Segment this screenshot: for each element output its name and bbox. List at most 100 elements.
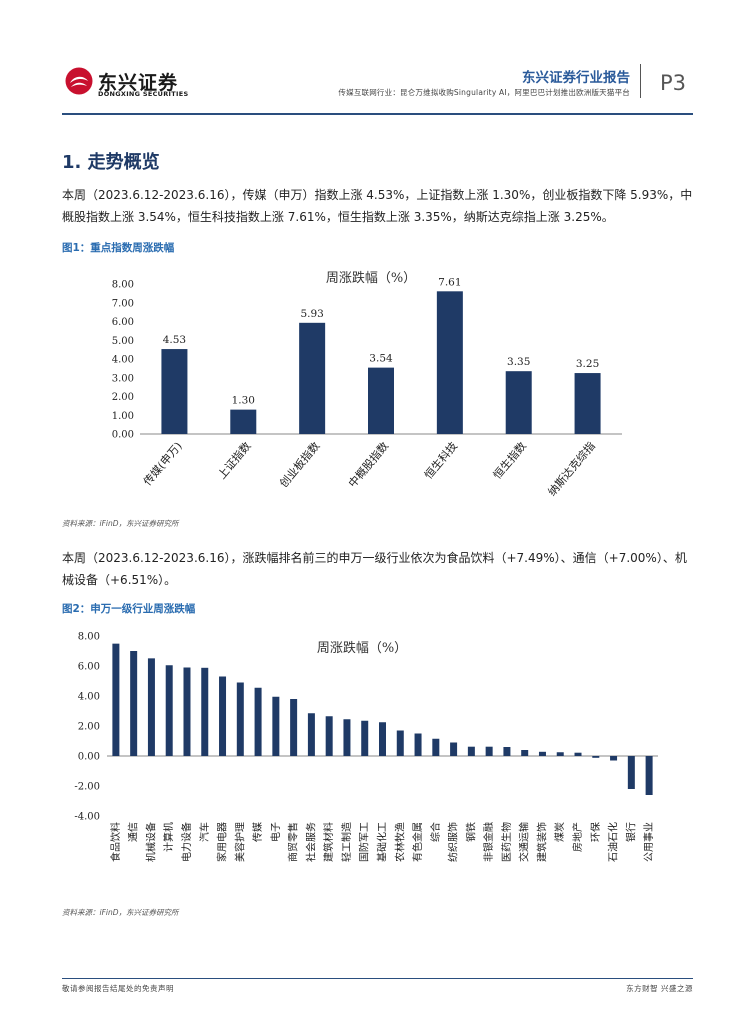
chart2-category-label: 综合 [429,822,442,842]
chart1-data-label: 1.30 [232,395,255,407]
chart2-bar [272,696,280,756]
chart2-bar [307,713,315,756]
chart2-category-label: 有色金属 [411,822,424,862]
chart2-bar [538,751,546,756]
chart2-category-label: 美容护理 [233,822,246,862]
chart2-ytick-label: -2.00 [74,782,100,793]
chart2-bar [467,746,475,756]
chart2-bar [627,756,635,789]
chart2-category-label: 轻工制造 [340,822,353,862]
figure1-caption: 图1：重点指数周涨跌幅 [62,242,175,254]
chart1-bar [574,373,601,434]
chart1-ytick-label: 0.00 [112,430,134,441]
figure1-source: 资料来源：iFinD，东兴证券研究所 [62,519,179,528]
chart2-bar [645,756,653,795]
footer-disclaimer: 敬请参阅报告结尾处的免责声明 [62,984,174,993]
chart1-category-label: 创业板指数 [276,439,322,490]
chart2-category-label: 石油石化 [607,822,620,862]
chart1-ytick-label: 8.00 [112,280,134,291]
chart2-bar [147,658,155,756]
chart1-data-label: 3.54 [369,353,393,365]
chart1-category-label: 上证指数 [215,439,254,482]
chart2-bar [130,651,138,756]
chart2-bar [556,752,564,756]
chart1-data-label: 7.61 [438,276,461,288]
chart2-bar [396,730,404,756]
chart1-category-label: 中概股指数 [345,439,391,490]
chart2-category-label: 社会服务 [304,822,317,862]
chart2-bar [361,720,369,756]
index-weekly-change-chart: 周涨跌幅（%） 0.00 1.00 2.00 3.00 4.00 5.00 6.00 7.00 8… [112,270,622,499]
page-number: P3 [660,71,687,95]
chart2-bar [485,746,493,756]
chart1-title: 周涨跌幅（%） [326,270,416,286]
chart1-category-label: 纳斯达克综指 [545,439,598,499]
chart2-title: 周涨跌幅（%） [317,640,407,656]
chart2-category-label: 环保 [589,822,602,842]
chart1-ytick-label: 3.00 [112,373,134,384]
chart1-data-label: 5.93 [300,308,323,320]
chart2-category-label: 国防军工 [358,822,371,862]
chart2-category-label: 计算机 [162,822,175,852]
chart2-bar [254,687,262,756]
chart2-bar [450,742,458,756]
chart2-bar [432,738,440,756]
logo-english-name: DONGXING SECURITIES [98,90,189,98]
chart1-bar [368,367,394,434]
dongxing-logo-icon [65,67,93,95]
chart2-bar [592,756,600,758]
section-title: 1. 走势概览 [62,152,160,173]
industry-weekly-change-chart: 周涨跌幅（%） -4.00 -2.00 0.00 2.00 4.00 6.00 8.00 食品饮… [74,632,658,862]
chart2-category-label: 建筑装饰 [535,822,548,862]
chart2-category-label: 基础化工 [376,822,389,862]
chart2-bar [183,667,191,756]
report-type-title: 东兴证券行业报告 [522,70,630,86]
chart2-category-label: 传媒 [252,822,264,842]
chart2-category-label: 银行 [624,822,637,842]
chart1-data-label: 3.25 [576,358,599,370]
header-divider [640,64,641,98]
chart2-ytick-label: 6.00 [78,662,100,673]
chart2-ytick-label: 0.00 [78,752,100,763]
chart2-category-label: 煤炭 [553,822,566,842]
logo-chinese-name: 东兴证券 [98,72,179,94]
chart2-category-label: 交通运输 [518,822,531,862]
chart2-category-label: 钢铁 [464,822,477,842]
chart2-bar [112,643,120,756]
chart2-category-label: 家用电器 [216,822,229,862]
footer-slogan: 东方财智 兴盛之源 [626,984,693,993]
chart2-category-label: 机械设备 [144,822,157,862]
chart1-ytick-label: 5.00 [112,336,134,347]
chart1-ytick-label: 7.00 [112,298,134,309]
chart1-bar [230,409,257,434]
chart2-category-label: 非银金融 [482,822,495,862]
chart2-category-label: 医药生物 [500,822,513,862]
chart2-bar [290,699,298,756]
chart2-category-label: 电子 [269,822,282,842]
chart2-bar [503,747,511,756]
chart2-category-label: 建筑材料 [322,822,335,862]
chart1-ytick-label: 6.00 [112,317,134,328]
paragraph-index-summary: 本周（2023.6.12-2023.6.16），传媒（申万）指数上涨 4.53%… [62,188,693,224]
chart2-category-label: 商贸零售 [287,822,300,862]
header-rule [62,113,693,115]
chart2-bar [325,716,333,756]
chart2-bar [379,722,386,756]
chart2-category-label: 房地产 [571,822,584,852]
paragraph-industry-summary: 本周（2023.6.12-2023.6.16），涨跌幅排名前三的申万一级行业依次… [62,551,687,587]
chart2-ytick-label: -4.00 [74,812,100,823]
chart1-ytick-label: 1.00 [112,411,134,422]
chart2-category-label: 汽车 [198,822,211,842]
chart2-bar [165,665,173,756]
chart1-bar [299,322,326,434]
chart2-bar [343,719,351,756]
chart1-category-label: 恒生指数 [490,439,529,482]
chart1-data-label: 4.53 [163,334,186,346]
chart2-bar [201,667,209,756]
chart2-category-label: 通信 [128,822,140,842]
chart2-category-label: 纺织服饰 [447,822,460,862]
chart2-ytick-label: 8.00 [78,632,100,643]
chart1-bar [436,291,463,434]
footer-rule [62,978,693,979]
chart2-ytick-label: 4.00 [78,692,100,703]
